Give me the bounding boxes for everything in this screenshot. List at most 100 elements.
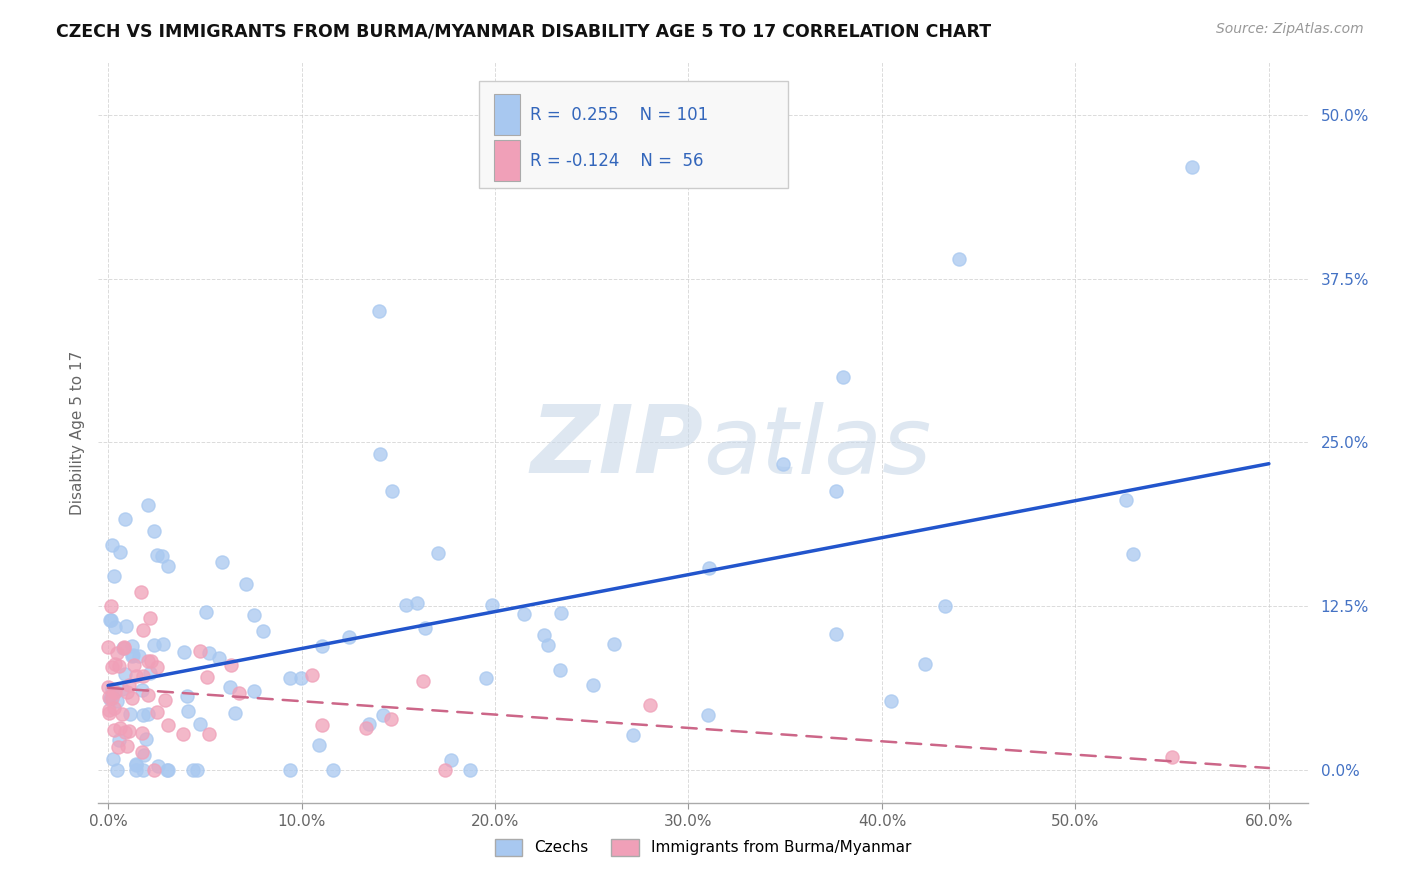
Point	[114, 667, 136, 681]
Point	[98, 706, 121, 721]
Point	[697, 708, 720, 723]
Point	[301, 668, 323, 682]
Point	[368, 304, 391, 318]
Point	[337, 630, 360, 644]
Point	[131, 682, 153, 697]
Point	[115, 739, 138, 753]
Point	[104, 657, 127, 672]
Point	[108, 658, 131, 673]
Point	[129, 585, 152, 599]
Point	[218, 681, 240, 695]
Point	[211, 555, 233, 569]
Point	[150, 549, 173, 563]
Point	[131, 726, 153, 740]
Point	[278, 671, 301, 685]
Point	[105, 646, 128, 660]
Point	[111, 681, 134, 696]
Point	[156, 763, 179, 777]
Point	[322, 763, 344, 777]
Point	[100, 690, 122, 705]
Point	[157, 718, 180, 732]
Point	[143, 763, 166, 777]
Point	[550, 606, 572, 620]
Point	[108, 733, 131, 747]
Point	[188, 644, 211, 658]
Point	[638, 698, 661, 712]
Point	[243, 683, 266, 698]
Point	[582, 677, 605, 691]
Point	[142, 638, 165, 652]
Point	[101, 691, 124, 706]
Point	[103, 619, 125, 633]
Point	[948, 252, 970, 266]
Point	[112, 641, 135, 656]
Text: CZECH VS IMMIGRANTS FROM BURMA/MYANMAR DISABILITY AGE 5 TO 17 CORRELATION CHART: CZECH VS IMMIGRANTS FROM BURMA/MYANMAR D…	[56, 22, 991, 40]
Point	[602, 637, 624, 651]
Point	[112, 640, 135, 654]
Point	[354, 721, 377, 735]
FancyBboxPatch shape	[494, 95, 520, 135]
Point	[427, 546, 450, 560]
Point	[103, 569, 125, 583]
Point	[97, 690, 120, 705]
Point	[413, 621, 436, 635]
Legend: Czechs, Immigrants from Burma/Myanmar: Czechs, Immigrants from Burma/Myanmar	[488, 833, 918, 862]
Point	[132, 763, 155, 777]
FancyBboxPatch shape	[494, 140, 520, 181]
Point	[135, 731, 157, 746]
Point	[146, 660, 169, 674]
Point	[1115, 492, 1137, 507]
Point	[134, 747, 156, 762]
Point	[139, 610, 162, 624]
Point	[235, 577, 257, 591]
Point	[108, 721, 131, 735]
Point	[145, 706, 167, 720]
Point	[434, 763, 457, 777]
Point	[125, 757, 148, 772]
Point	[155, 763, 177, 777]
Point	[103, 723, 125, 737]
Point	[115, 619, 138, 633]
Point	[120, 706, 142, 721]
Point	[228, 686, 250, 700]
Point	[125, 757, 148, 772]
Point	[512, 607, 534, 622]
FancyBboxPatch shape	[479, 81, 787, 188]
Point	[117, 685, 139, 699]
Point	[412, 674, 434, 689]
Point	[176, 689, 198, 703]
Point	[278, 763, 301, 777]
Point	[100, 613, 122, 627]
Point	[101, 682, 124, 697]
Point	[934, 599, 956, 614]
Point	[103, 700, 125, 714]
Point	[252, 624, 274, 638]
Point	[100, 692, 122, 706]
Point	[198, 646, 221, 660]
Point	[537, 638, 560, 652]
Point	[104, 685, 127, 699]
Point	[405, 596, 427, 610]
Point	[311, 717, 333, 731]
Point	[145, 549, 167, 563]
Point	[105, 694, 128, 708]
Point	[125, 669, 148, 683]
Point	[114, 725, 136, 739]
Point	[481, 598, 503, 612]
Point	[308, 739, 330, 753]
Text: Source: ZipAtlas.com: Source: ZipAtlas.com	[1216, 22, 1364, 37]
Point	[121, 639, 143, 653]
Point	[290, 671, 312, 685]
Point	[100, 659, 122, 673]
Text: atlas: atlas	[703, 402, 931, 493]
Point	[825, 627, 848, 641]
Point	[197, 726, 219, 740]
Point	[195, 670, 218, 684]
Point	[146, 759, 169, 773]
Point	[208, 651, 231, 665]
Point	[440, 753, 463, 767]
Point	[121, 691, 143, 706]
Point	[100, 599, 122, 614]
Point	[131, 745, 153, 759]
Point	[152, 636, 174, 650]
